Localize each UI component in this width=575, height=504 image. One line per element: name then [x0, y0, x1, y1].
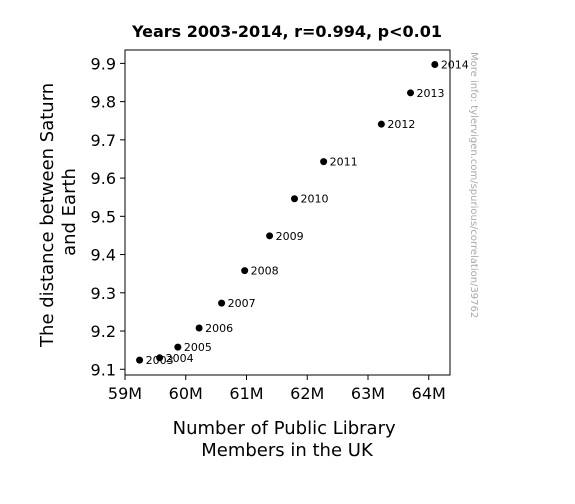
y-tick-label: 9.7	[91, 131, 116, 150]
y-axis-ticks: 9.1 9.2 9.3 9.4 9.5 9.6 9.7 9.8 9.9	[91, 54, 125, 379]
data-point-label: 2006	[205, 322, 233, 335]
x-tick-label: 61M	[229, 384, 263, 403]
data-point-label: 2004	[166, 352, 194, 365]
x-axis-label-line-1: Number of Public Library	[173, 418, 396, 439]
y-axis-label-line-1: The distance between Saturn	[37, 83, 58, 348]
data-point-label: 2013	[417, 87, 445, 100]
y-axis-label: The distance between Saturn and Earth	[37, 77, 80, 348]
watermark: More info: tylervigen.com/spurious/corre…	[468, 52, 479, 318]
data-point	[290, 195, 298, 203]
x-tick-label: 62M	[290, 384, 324, 403]
data-point-label: 2011	[330, 156, 358, 169]
x-axis-label-line-2: Members in the UK	[201, 440, 374, 461]
data-point	[320, 158, 328, 166]
x-tick-label: 59M	[108, 384, 142, 403]
y-tick-label: 9.2	[91, 322, 116, 341]
data-point-label: 2005	[184, 341, 212, 354]
y-axis-label-line-2: and Earth	[59, 168, 80, 256]
x-tick-label: 60M	[169, 384, 203, 403]
x-axis-label: Number of Public Library Members in the …	[173, 418, 402, 461]
y-tick-label: 9.8	[91, 93, 116, 112]
y-tick-label: 9.3	[91, 284, 116, 303]
data-point	[156, 354, 164, 362]
data-point	[407, 89, 415, 97]
data-point	[136, 356, 144, 364]
x-tick-label: 63M	[351, 384, 385, 403]
data-point-label: 2014	[441, 59, 469, 72]
y-tick-label: 9.5	[91, 207, 116, 226]
y-tick-label: 9.9	[91, 54, 116, 73]
x-tick-label: 64M	[412, 384, 446, 403]
data-points: 2003200420052006200720082009201020112012…	[136, 59, 469, 367]
data-point	[195, 324, 203, 332]
data-point-label: 2009	[276, 230, 304, 243]
data-point	[377, 120, 385, 128]
y-tick-label: 9.6	[91, 169, 116, 188]
y-tick-label: 9.1	[91, 360, 116, 379]
chart-title: Years 2003-2014, r=0.994, p<0.01	[131, 22, 442, 41]
data-point	[241, 267, 249, 275]
data-point-label: 2008	[251, 265, 279, 278]
data-point	[431, 61, 439, 69]
data-point-label: 2012	[387, 118, 415, 131]
data-point-label: 2010	[300, 193, 328, 206]
data-point	[174, 343, 182, 351]
y-tick-label: 9.4	[91, 246, 116, 265]
data-point	[266, 232, 274, 240]
x-axis-ticks: 59M 60M 61M 62M 63M 64M	[108, 375, 446, 403]
data-point-label: 2007	[228, 297, 256, 310]
plot-area	[124, 49, 451, 376]
data-point	[218, 299, 226, 307]
